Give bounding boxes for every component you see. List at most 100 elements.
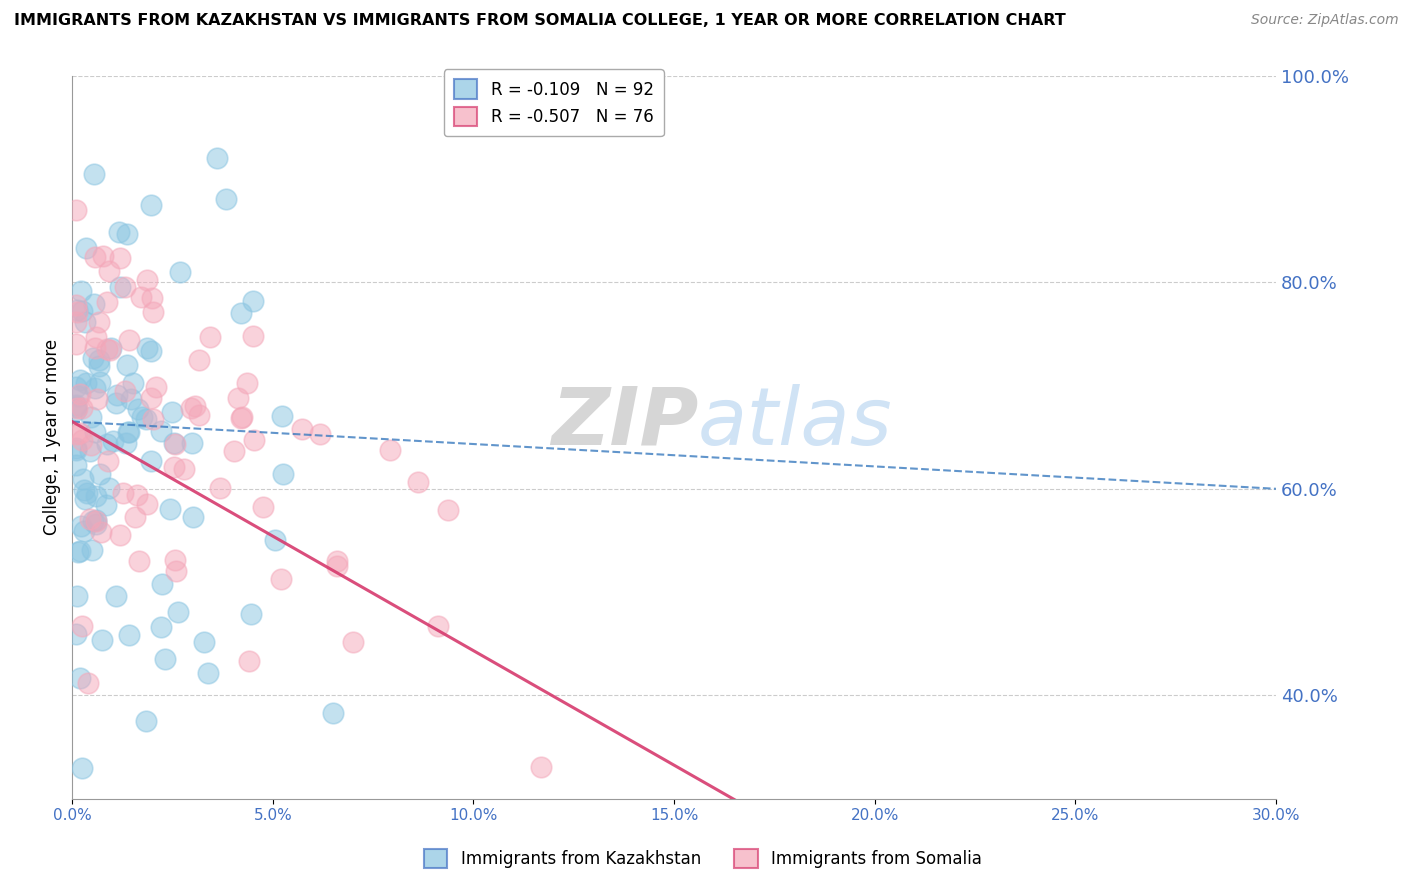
Point: [271, 467, 294, 482]
Point: [96, 498, 118, 512]
Point: [65, 442, 87, 457]
Point: [69, 373, 91, 387]
Point: [90, 524, 112, 539]
Point: [70, 519, 93, 533]
Point: [129, 290, 152, 304]
Point: [326, 559, 349, 574]
Point: [142, 304, 165, 318]
Point: [427, 618, 450, 632]
Point: [184, 399, 207, 413]
Point: [197, 665, 219, 680]
Point: [141, 291, 163, 305]
Point: [291, 422, 314, 436]
Point: [309, 427, 332, 442]
Point: [103, 434, 125, 448]
Point: [322, 706, 344, 720]
Y-axis label: College, 1 year or more: College, 1 year or more: [44, 339, 60, 535]
Point: [120, 392, 142, 407]
Point: [198, 330, 221, 344]
Point: [139, 391, 162, 405]
Point: [135, 497, 157, 511]
Point: [82, 514, 104, 528]
Point: [84, 251, 107, 265]
Point: [118, 425, 141, 439]
Point: [86, 392, 108, 406]
Point: [240, 607, 263, 621]
Point: [243, 433, 266, 447]
Point: [408, 475, 430, 489]
Point: [73, 483, 96, 497]
Point: [76, 486, 98, 500]
Point: [72, 472, 94, 486]
Point: [135, 714, 157, 728]
Point: [271, 409, 294, 423]
Point: [89, 375, 111, 389]
Legend: R = -0.109   N = 92, R = -0.507   N = 76: R = -0.109 N = 92, R = -0.507 N = 76: [444, 70, 664, 136]
Point: [139, 343, 162, 358]
Point: [114, 279, 136, 293]
Point: [165, 565, 187, 579]
Point: [222, 443, 245, 458]
Point: [65, 380, 87, 394]
Point: [118, 333, 141, 347]
Point: [173, 461, 195, 475]
Point: [215, 192, 238, 206]
Point: [122, 376, 145, 391]
Point: [139, 198, 162, 212]
Point: [205, 151, 228, 165]
Point: [193, 635, 215, 649]
Point: [226, 391, 249, 405]
Point: [163, 459, 186, 474]
Point: [65, 298, 87, 312]
Point: [69, 426, 91, 441]
Point: [169, 265, 191, 279]
Point: [69, 671, 91, 685]
Point: [142, 412, 165, 426]
Point: [79, 438, 101, 452]
Text: IMMIGRANTS FROM KAZAKHSTAN VS IMMIGRANTS FROM SOMALIA COLLEGE, 1 YEAR OR MORE CO: IMMIGRANTS FROM KAZAKHSTAN VS IMMIGRANTS…: [14, 13, 1066, 29]
Point: [128, 554, 150, 568]
Point: [135, 273, 157, 287]
Point: [72, 761, 94, 775]
Point: [167, 606, 190, 620]
Point: [70, 619, 93, 633]
Point: [530, 760, 553, 774]
Point: [80, 409, 103, 424]
Point: [91, 249, 114, 263]
Point: [163, 437, 186, 451]
Point: [65, 202, 87, 217]
Point: [163, 435, 186, 450]
Point: [117, 628, 139, 642]
Point: [115, 435, 138, 450]
Point: [135, 411, 157, 425]
Point: [236, 376, 259, 390]
Point: [115, 227, 138, 241]
Point: [65, 458, 87, 472]
Text: Source: ZipAtlas.com: Source: ZipAtlas.com: [1251, 13, 1399, 28]
Point: [66, 589, 89, 603]
Point: [180, 435, 202, 450]
Point: [98, 343, 121, 357]
Point: [124, 509, 146, 524]
Point: [89, 467, 111, 482]
Point: [229, 306, 252, 320]
Point: [242, 329, 264, 343]
Point: [90, 632, 112, 647]
Point: [83, 381, 105, 395]
Point: [97, 264, 120, 278]
Point: [114, 384, 136, 398]
Point: [108, 280, 131, 294]
Point: [270, 572, 292, 586]
Point: [145, 380, 167, 394]
Point: [231, 410, 253, 425]
Point: [188, 353, 211, 368]
Point: [108, 528, 131, 542]
Legend: Immigrants from Kazakhstan, Immigrants from Somalia: Immigrants from Kazakhstan, Immigrants f…: [418, 842, 988, 875]
Point: [181, 510, 204, 524]
Point: [73, 315, 96, 329]
Point: [105, 388, 128, 402]
Point: [100, 341, 122, 355]
Point: [75, 492, 97, 507]
Point: [75, 241, 97, 255]
Point: [104, 396, 127, 410]
